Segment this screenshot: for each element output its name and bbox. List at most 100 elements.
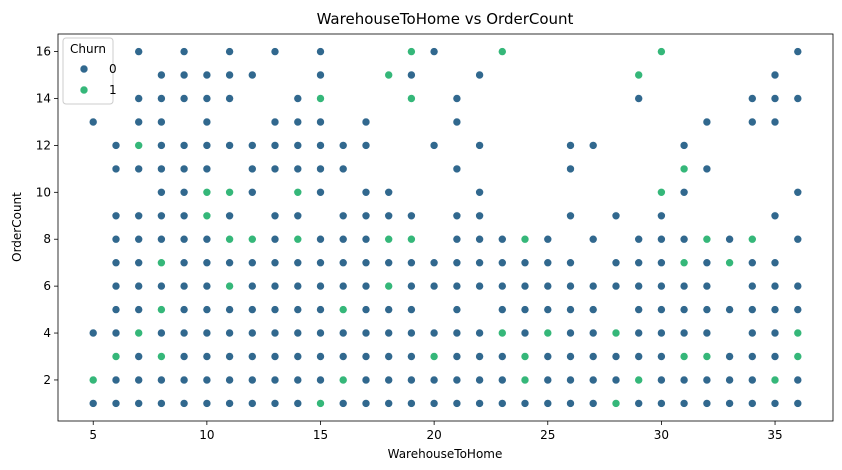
scatter-point-churn-0 [134,352,143,361]
scatter-point-churn-0 [270,375,280,385]
scatter-point-churn-0 [225,305,234,314]
scatter-point-churn-0 [248,375,257,385]
scatter-point-churn-0 [202,281,212,291]
scatter-point-churn-0 [361,188,371,197]
scatter-point-churn-0 [747,328,757,338]
scatter-point-churn-0 [202,141,212,150]
scatter-point-churn-0 [770,117,780,127]
scatter-point-churn-1 [202,188,212,197]
scatter-point-churn-0 [202,70,212,80]
scatter-point-churn-0 [770,94,780,103]
scatter-point-churn-0 [248,188,257,197]
scatter-point-churn-0 [770,211,780,221]
scatter-point-churn-1 [657,47,666,56]
scatter-point-churn-0 [770,399,780,408]
scatter-point-churn-0 [179,375,189,385]
scatter-point-churn-0 [157,117,166,127]
scatter-point-churn-0 [270,258,280,268]
scatter-point-churn-0 [225,141,234,150]
x-tick-label: 35 [767,428,782,442]
scatter-point-churn-0 [157,399,166,408]
scatter-point-churn-0 [770,70,780,80]
scatter-point-churn-1 [702,234,712,244]
scatter-point-churn-0 [452,328,462,338]
y-tick-label: 6 [43,279,51,293]
scatter-point-churn-0 [270,399,280,408]
scatter-point-churn-0 [407,70,416,80]
scatter-point-churn-0 [338,328,348,338]
scatter-point-churn-1 [384,281,394,291]
scatter-point-churn-0 [452,117,462,127]
scatter-point-churn-0 [157,164,166,174]
scatter-point-churn-0 [270,164,280,174]
scatter-point-churn-0 [588,328,598,338]
scatter-point-churn-0 [316,375,325,385]
scatter-point-churn-0 [543,399,553,408]
legend-label-churn-0: 0 [109,62,117,76]
scatter-point-churn-0 [157,234,166,244]
scatter-point-churn-1 [157,305,166,314]
scatter-point-churn-0 [702,375,712,385]
scatter-point-churn-0 [566,375,575,385]
scatter-point-churn-0 [679,281,689,291]
scatter-point-churn-0 [747,352,757,361]
y-tick-label: 2 [43,373,51,387]
scatter-point-churn-0 [293,328,303,338]
scatter-point-churn-0 [566,141,575,150]
scatter-point-churn-0 [202,328,212,338]
scatter-point-churn-0 [179,305,189,314]
scatter-point-churn-0 [588,305,598,314]
scatter-point-churn-0 [270,328,280,338]
scatter-point-churn-0 [338,281,348,291]
scatter-point-churn-0 [497,234,507,244]
scatter-point-churn-0 [338,352,348,361]
scatter-point-churn-0 [293,211,303,221]
scatter-point-churn-1 [407,47,416,56]
scatter-point-churn-0 [111,375,121,385]
scatter-point-churn-0 [475,375,484,385]
scatter-point-churn-0 [134,399,143,408]
scatter-point-churn-0 [202,305,212,314]
x-axis-label: WarehouseToHome [388,447,503,461]
scatter-point-churn-0 [566,305,575,314]
chart-title: WarehouseToHome vs OrderCount [317,10,574,28]
scatter-point-churn-0 [134,117,143,127]
scatter-point-churn-0 [157,94,166,103]
x-tick-label: 15 [313,428,328,442]
scatter-point-churn-0 [316,188,325,197]
scatter-point-churn-0 [293,141,303,150]
scatter-point-churn-0 [338,258,348,268]
scatter-point-churn-0 [588,352,598,361]
scatter-point-churn-0 [566,258,575,268]
scatter-point-churn-0 [452,94,462,103]
scatter-point-churn-0 [520,399,530,408]
scatter-point-churn-0 [588,281,598,291]
scatter-point-churn-0 [111,234,121,244]
scatter-point-churn-1 [679,258,689,268]
scatter-point-churn-0 [361,211,371,221]
scatter-point-churn-0 [702,399,712,408]
scatter-point-churn-0 [179,211,189,221]
scatter-point-churn-0 [657,328,666,338]
scatter-point-churn-1 [793,352,803,361]
scatter-point-churn-0 [407,375,416,385]
scatter-point-churn-0 [452,281,462,291]
scatter-point-churn-0 [429,328,439,338]
scatter-point-churn-0 [179,141,189,150]
scatter-point-churn-0 [361,399,371,408]
scatter-point-churn-0 [361,375,371,385]
scatter-point-churn-0 [384,305,394,314]
scatter-point-churn-0 [202,234,212,244]
scatter-point-churn-0 [679,375,689,385]
scatter-point-churn-0 [407,305,416,314]
x-tick-label: 10 [199,428,214,442]
y-tick-label: 16 [36,45,51,59]
scatter-point-churn-1 [225,281,234,291]
scatter-point-churn-0 [407,281,416,291]
scatter-point-churn-0 [225,375,234,385]
scatter-point-churn-0 [770,352,780,361]
scatter-point-churn-1 [543,328,553,338]
scatter-point-churn-1 [316,94,325,103]
scatter-point-churn-0 [452,211,462,221]
scatter-point-churn-0 [134,258,143,268]
